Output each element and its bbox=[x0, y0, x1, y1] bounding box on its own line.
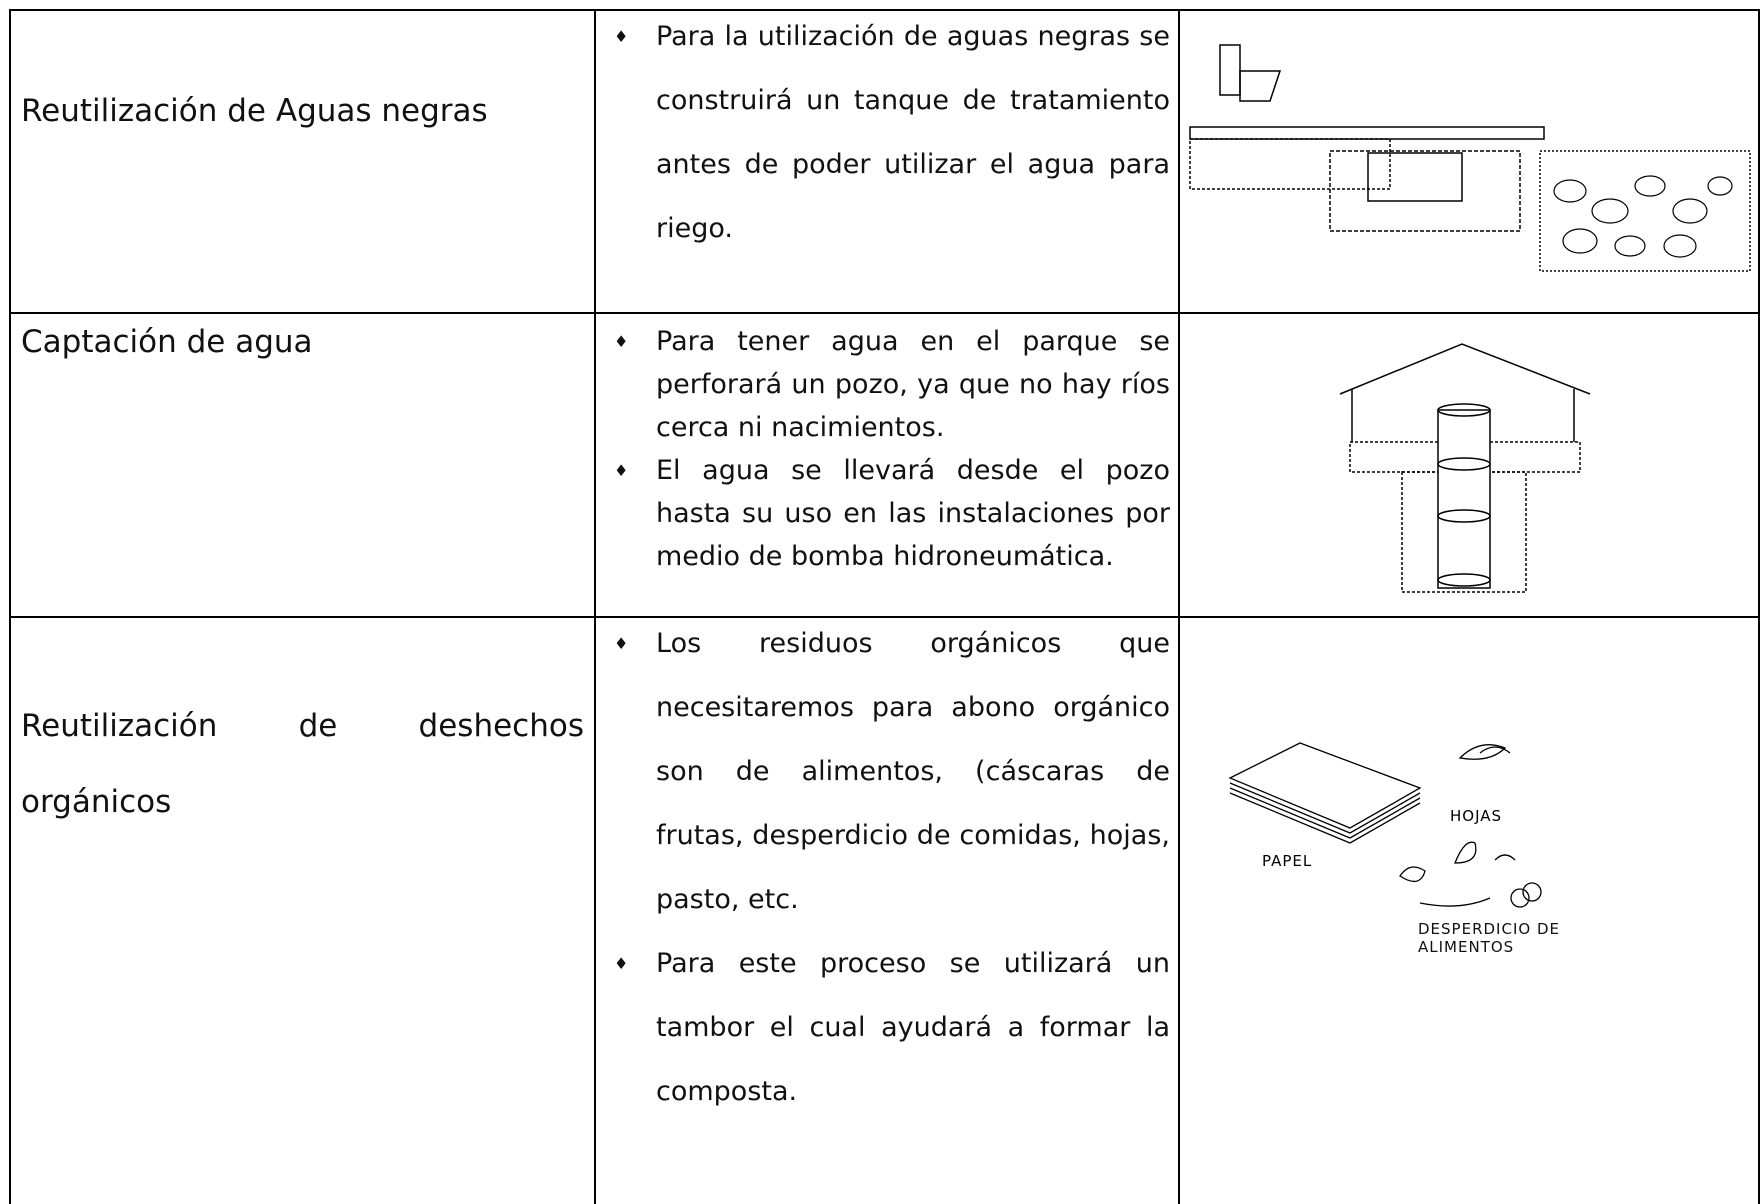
bullet-list: Para la utilización de aguas negras se c… bbox=[596, 5, 1178, 261]
illustration-label: DESPERDICIO DE ALIMENTOS bbox=[1418, 920, 1560, 956]
bullet: El agua se llevará desde el pozo hasta s… bbox=[614, 449, 1170, 578]
illustration-label: PAPEL bbox=[1262, 852, 1312, 870]
label-cell: Captación de agua bbox=[9, 312, 594, 616]
bullet: Para este proceso se utilizará un tambor… bbox=[614, 932, 1170, 1124]
row-label: Reutilización de Aguas negras bbox=[21, 93, 488, 129]
image-cell bbox=[1178, 9, 1760, 312]
bullet: Los residuos orgánicos que necesitaremos… bbox=[614, 612, 1170, 932]
label-cell: Reutilización de Aguas negras bbox=[9, 9, 594, 312]
image-cell bbox=[1178, 312, 1760, 616]
text-cell: Para tener agua en el parque se perforar… bbox=[594, 312, 1178, 616]
septic-illustration bbox=[1189, 44, 1751, 272]
image-cell: HOJAS PAPEL DESPERDICIO DE ALIMENTOS bbox=[1178, 616, 1760, 1204]
bullet-list: Los residuos orgánicos que necesitaremos… bbox=[596, 612, 1178, 1124]
text-cell: Los residuos orgánicos que necesitaremos… bbox=[594, 612, 1178, 1204]
bullet: Para la utilización de aguas negras se c… bbox=[614, 5, 1170, 261]
illustration-label: HOJAS bbox=[1450, 807, 1502, 825]
bullet-list: Para tener agua en el parque se perforar… bbox=[596, 320, 1178, 578]
illustration-label-box: DESPERDICIO DE ALIMENTOS bbox=[1418, 920, 1560, 956]
well-illustration bbox=[1339, 343, 1591, 593]
label-cell: Reutilización de deshechos orgánicos bbox=[9, 616, 594, 1204]
bullet: Para tener agua en el parque se perforar… bbox=[614, 320, 1170, 449]
text-cell: Para la utilización de aguas negras se c… bbox=[594, 5, 1178, 312]
row-label: Reutilización de deshechos orgánicos bbox=[21, 708, 584, 820]
row-label: Captación de agua bbox=[21, 324, 313, 360]
waste-illustration: HOJAS PAPEL DESPERDICIO DE ALIMENTOS bbox=[1228, 742, 1560, 956]
